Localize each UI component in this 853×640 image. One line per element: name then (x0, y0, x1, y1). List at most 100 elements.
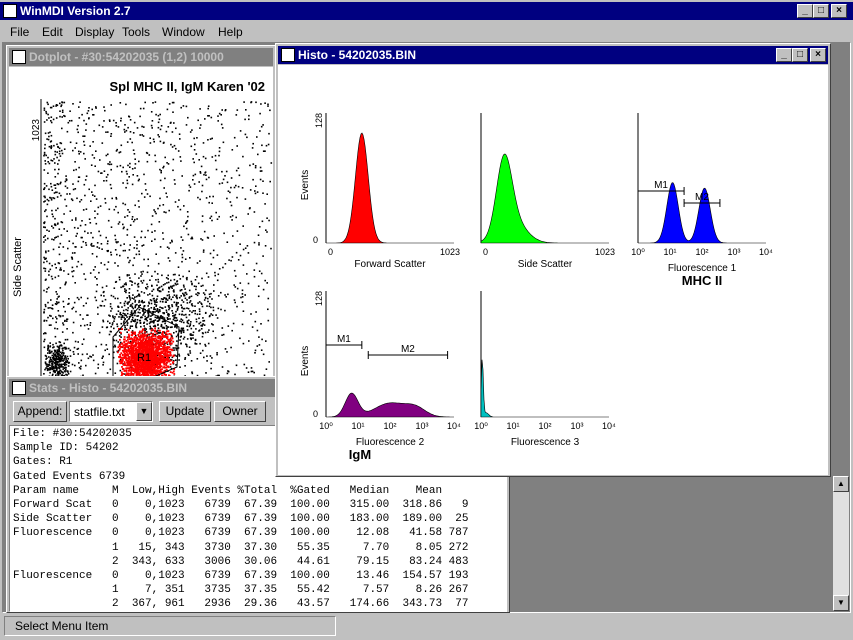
menu-edit[interactable]: Edit (42, 25, 63, 39)
status-text: Select Menu Item (15, 619, 109, 633)
histo-close-button[interactable]: × (810, 48, 826, 62)
dotplot-point (143, 322, 145, 324)
dotplot-point (158, 287, 160, 289)
dotplot-point (176, 280, 179, 282)
dotplot-point (200, 302, 202, 305)
dotplot-point (59, 358, 61, 361)
dotplot-point (111, 307, 113, 310)
dotplot-point (58, 314, 60, 317)
dotplot-point (154, 325, 157, 328)
dotplot-point (153, 140, 155, 143)
dotplot-point (159, 197, 161, 200)
menu-tools[interactable]: Tools (122, 25, 151, 39)
dotplot-point (182, 338, 185, 340)
dotplot-point (171, 239, 173, 242)
dotplot-point (125, 289, 127, 292)
scroll-down-button[interactable]: ▼ (833, 595, 849, 611)
dotplot-point (52, 358, 55, 361)
dotplot-point (203, 299, 206, 301)
scroll-up-button[interactable]: ▲ (833, 476, 849, 492)
chevron-down-icon[interactable]: ▼ (136, 402, 152, 421)
dotplot-point (171, 101, 174, 104)
maximize-button[interactable]: □ (813, 4, 829, 18)
dotplot-point (58, 371, 60, 373)
dotplot-point (147, 343, 150, 345)
dotplot-point (152, 311, 155, 314)
dotplot-point (157, 365, 160, 368)
dotplot-point (168, 374, 171, 377)
dotplot-point (66, 130, 69, 133)
dotplot-point (262, 180, 264, 182)
dotplot-point (65, 347, 68, 350)
append-button[interactable]: Append: (13, 401, 67, 422)
dotplot-point (145, 317, 147, 320)
dotplot-point (158, 355, 161, 357)
dotplot-title-bar[interactable]: Dotplot - #30:54202035 (1,2) 10000 (9, 48, 273, 66)
dotplot-point (108, 333, 111, 336)
menu-window[interactable]: Window (162, 25, 205, 39)
owner-button[interactable]: Owner (214, 401, 266, 422)
update-button[interactable]: Update (159, 401, 211, 422)
dotplot-point (146, 333, 149, 336)
dotplot-point (158, 348, 160, 350)
dotplot-point (43, 267, 45, 270)
histo-minimize-button[interactable]: _ (776, 48, 792, 62)
dotplot-point (136, 127, 139, 129)
dotplot-point (127, 341, 130, 343)
dotplot-point (128, 335, 130, 337)
dotplot-point (160, 323, 163, 326)
dotplot-point (54, 362, 56, 364)
dotplot-point (84, 194, 86, 197)
dotplot-point (150, 321, 152, 324)
dotplot-point (200, 324, 202, 327)
dotplot-point (52, 352, 55, 355)
dotplot-point (264, 279, 266, 282)
dotplot-point (47, 237, 49, 240)
dotplot-point (170, 334, 173, 337)
dotplot-point (158, 309, 161, 311)
dotplot-point (176, 340, 178, 342)
dotplot-point (246, 273, 248, 275)
minimize-button[interactable]: _ (797, 4, 813, 18)
dotplot-point (119, 164, 122, 167)
dotplot-point (104, 298, 107, 301)
dotplot-point (150, 370, 152, 373)
close-button[interactable]: × (831, 4, 847, 18)
statfile-select[interactable]: statfile.txt ▼ (69, 401, 153, 422)
dotplot-point (143, 196, 146, 198)
menu-display[interactable]: Display (75, 25, 115, 39)
dotplot-point (181, 313, 183, 316)
dotplot-point (147, 258, 149, 261)
dotplot-point (164, 349, 167, 352)
dotplot-point (50, 299, 52, 301)
dotplot-point (166, 330, 168, 333)
dotplot-point (178, 353, 180, 356)
dotplot-point (154, 373, 157, 375)
dotplot-point (46, 138, 48, 140)
dotplot-point (203, 230, 206, 233)
dotplot-point (52, 118, 55, 121)
dotplot-point (43, 256, 45, 259)
dotplot-point (150, 124, 153, 127)
dotplot-point (212, 249, 215, 252)
dotplot-point (149, 369, 152, 371)
dotplot-point (226, 351, 228, 353)
dotplot-point (61, 116, 63, 118)
mdi-vscroll[interactable]: ▲ ▼ (833, 476, 849, 611)
dotplot-point (249, 207, 251, 209)
menu-file[interactable]: File (10, 25, 30, 39)
dotplot-point (140, 280, 142, 282)
dotplot-point (160, 325, 162, 328)
dotplot-point (151, 366, 154, 368)
dotplot-point (145, 355, 148, 358)
dotplot-point (209, 314, 211, 317)
dotplot-point (245, 367, 248, 369)
menu-help[interactable]: Help (218, 25, 243, 39)
dotplot-point (134, 344, 136, 347)
histo-maximize-button[interactable]: □ (792, 48, 808, 62)
histogram-x-tick: 10⁰ (631, 247, 645, 257)
dotplot-point (82, 240, 85, 243)
dotplot-point (260, 272, 263, 275)
dotplot-point (166, 196, 168, 198)
histo-title-bar[interactable]: Histo - 54202035.BIN _ □ × (278, 46, 828, 64)
